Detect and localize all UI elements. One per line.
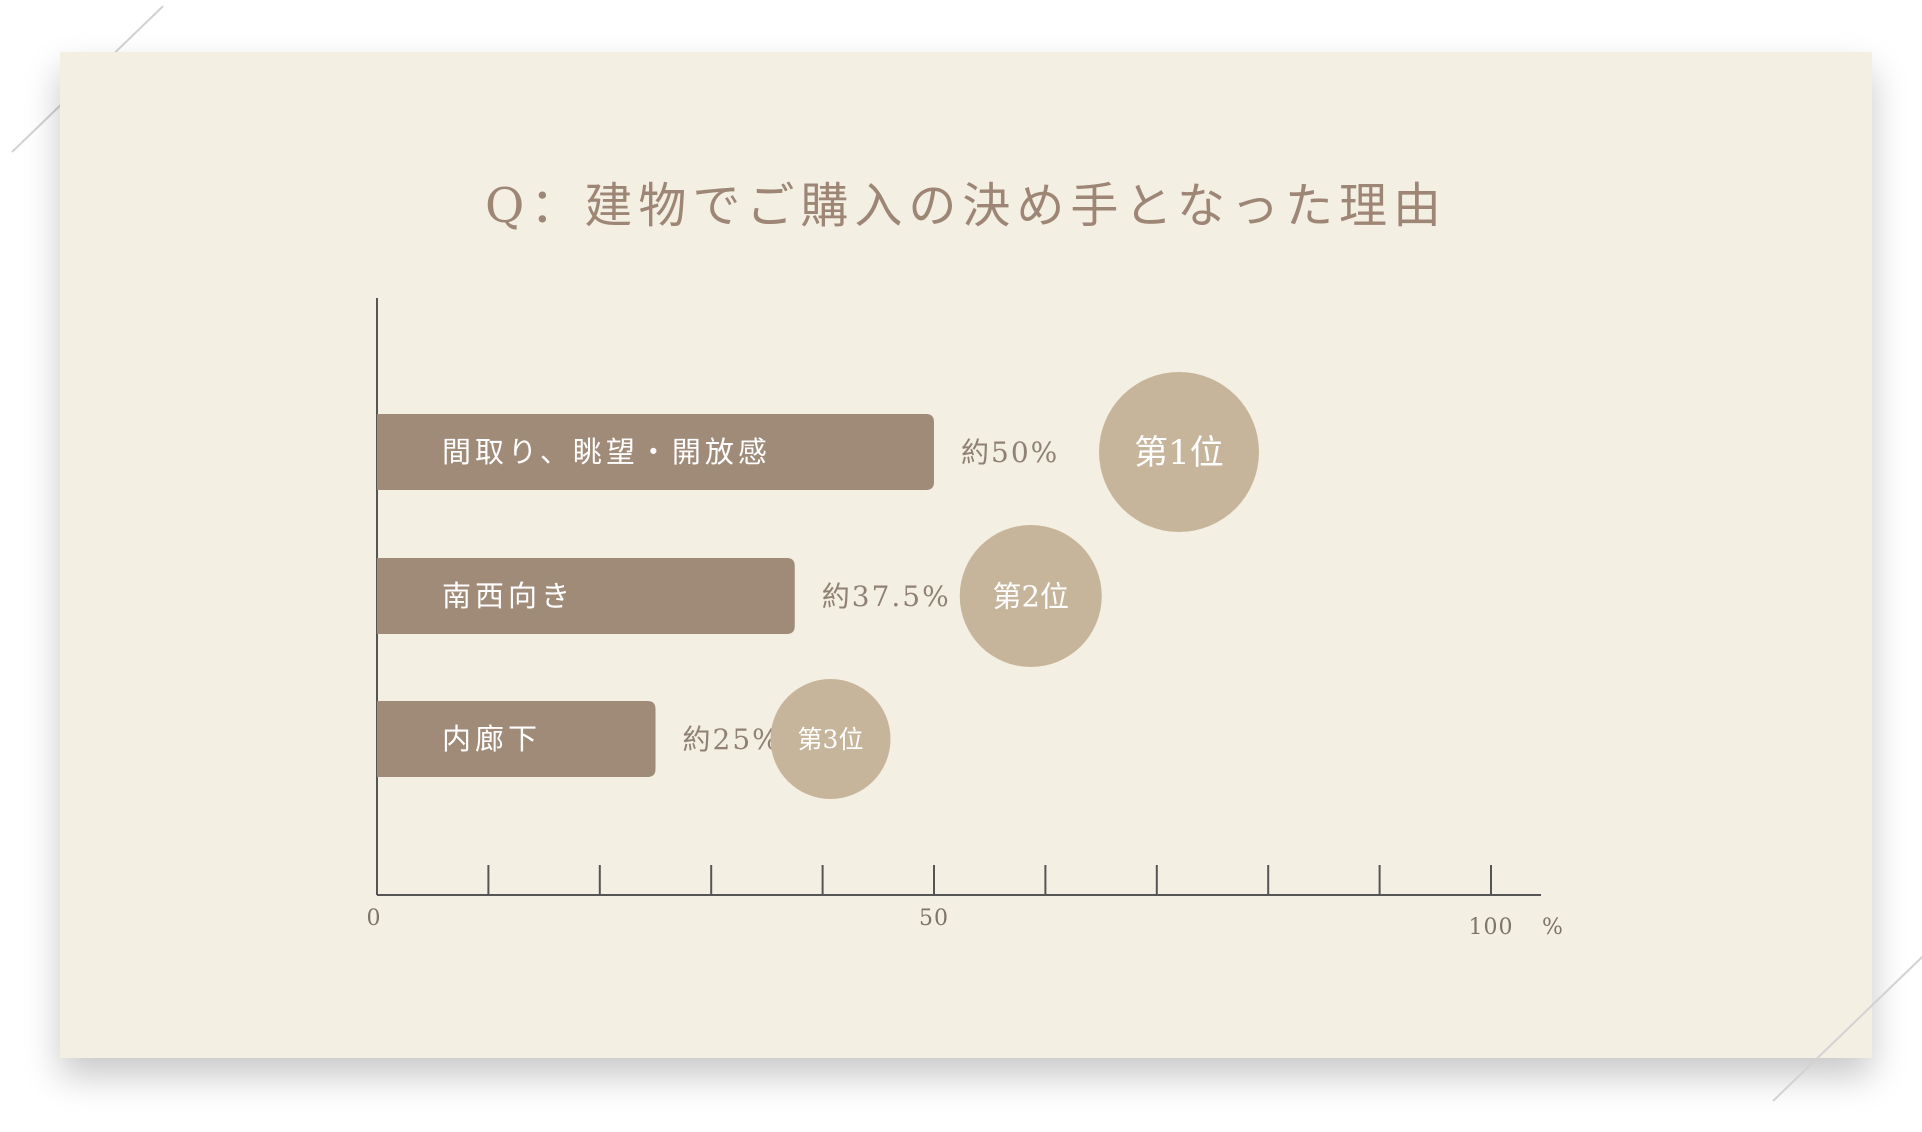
bar-category-label-3: 内廊下 (442, 722, 541, 756)
rank-badge-1 (1099, 372, 1259, 532)
bar-2 (377, 558, 795, 634)
bar-3 (377, 701, 656, 777)
chart-card (60, 52, 1872, 1058)
x-axis-unit: % (1542, 915, 1564, 940)
x-tick-label-0: 0 (367, 906, 382, 931)
bar-value-label-3: 約25% (683, 723, 781, 756)
rank-badge-label-2: 第2位 (993, 579, 1069, 613)
rank-badge-label-1: 第1位 (1134, 433, 1224, 473)
x-tick-label-100: 100 (1469, 915, 1514, 940)
chart-title: Q：建物でご購入の決め手となった理由 (485, 178, 1447, 234)
bar-1 (377, 414, 934, 490)
rank-badge-3 (770, 679, 891, 799)
rank-badge-2 (959, 525, 1102, 667)
rank-badge-label-3: 第3位 (798, 725, 864, 754)
x-tick-label-50: 50 (919, 906, 949, 931)
bar-value-label-2: 約37.5% (822, 580, 951, 613)
bar-category-label-1: 間取り、眺望・開放感 (442, 435, 771, 469)
bar-category-label-2: 南西向き (442, 579, 574, 613)
bar-value-label-1: 約50% (961, 436, 1059, 469)
